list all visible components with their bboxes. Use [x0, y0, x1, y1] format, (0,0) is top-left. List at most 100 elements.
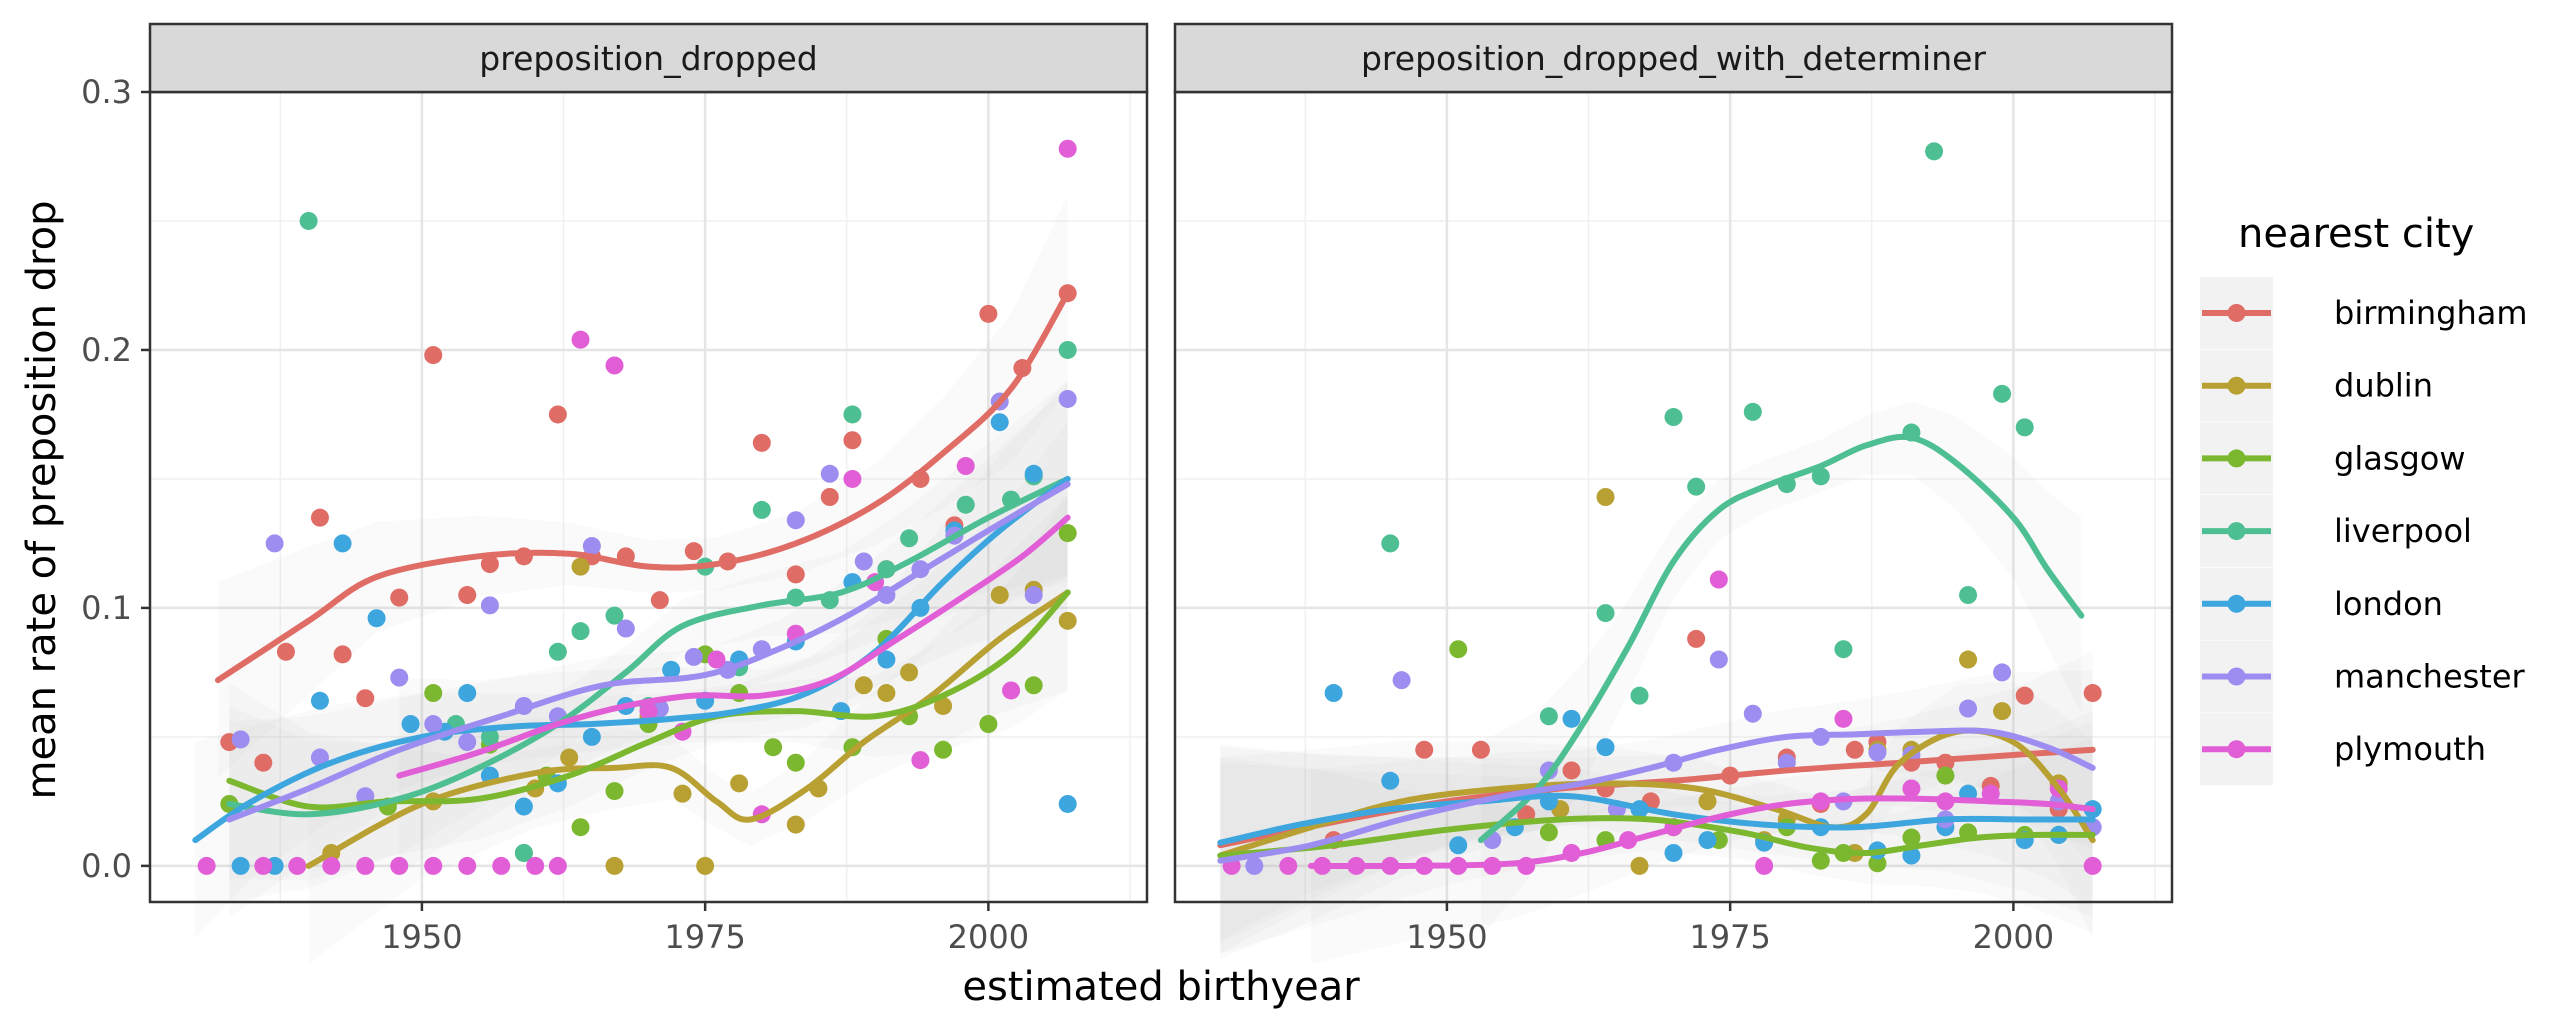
- y-axis-title: mean rate of preposition drop: [19, 201, 65, 800]
- point-glasgow: [1902, 828, 1921, 847]
- point-manchester: [684, 647, 703, 666]
- smooth-curve-london: [1217, 792, 2096, 846]
- point-plymouth: [1902, 779, 1921, 798]
- smooth-curve-birmingham: [1217, 746, 2096, 849]
- legend-label-liverpool: liverpool: [2334, 512, 2472, 550]
- point-plymouth: [197, 856, 216, 875]
- point-plymouth: [548, 856, 567, 875]
- point-manchester: [1245, 856, 1264, 875]
- point-liverpool: [843, 405, 862, 424]
- point-liverpool: [299, 211, 318, 230]
- point-london: [662, 660, 681, 679]
- point-birmingham: [786, 565, 805, 584]
- point-birmingham: [310, 508, 329, 527]
- point-glasgow: [1539, 823, 1558, 842]
- point-london: [1024, 464, 1043, 483]
- point-london: [1324, 684, 1343, 703]
- smooth-curve-plymouth: [1307, 795, 2096, 870]
- point-plymouth: [492, 856, 511, 875]
- point-liverpool: [1381, 534, 1400, 553]
- point-birmingham: [1845, 740, 1864, 759]
- point-plymouth: [911, 751, 930, 770]
- facet-strip: [1173, 22, 2174, 94]
- point-plymouth: [424, 856, 443, 875]
- point-dublin: [1993, 702, 2012, 721]
- facet-strip: [148, 22, 1149, 94]
- point-birmingham: [333, 645, 352, 664]
- point-dublin: [1058, 611, 1077, 630]
- point-london: [582, 727, 601, 746]
- legend-key-point-glasgow: [2227, 449, 2246, 468]
- point-plymouth: [1981, 784, 2000, 803]
- point-manchester: [1024, 586, 1043, 605]
- point-dublin: [673, 784, 692, 803]
- x-tick-label: 1975: [1689, 918, 1770, 956]
- x-tick-label: 1950: [381, 918, 462, 956]
- point-london: [333, 534, 352, 553]
- point-dublin: [571, 557, 590, 576]
- point-manchester: [310, 748, 329, 767]
- point-glasgow: [1058, 524, 1077, 543]
- point-manchester: [424, 715, 443, 734]
- point-plymouth: [2083, 856, 2102, 875]
- point-london: [458, 684, 477, 703]
- point-london: [1058, 794, 1077, 813]
- point-plymouth: [1002, 681, 1021, 700]
- point-manchester: [1743, 704, 1762, 723]
- point-london: [1902, 846, 1921, 865]
- smooth-curve-london: [192, 475, 1071, 844]
- point-birmingham: [548, 405, 567, 424]
- point-plymouth: [390, 856, 409, 875]
- point-plymouth: [526, 856, 545, 875]
- point-glasgow: [1024, 676, 1043, 695]
- legend-label-dublin: dublin: [2334, 367, 2433, 405]
- legend-label-plymouth: plymouth: [2334, 730, 2486, 768]
- smooth-curve-manchester: [226, 481, 1071, 823]
- point-plymouth: [322, 856, 341, 875]
- legend-key-point-plymouth: [2227, 740, 2246, 759]
- point-glasgow: [764, 738, 783, 757]
- point-birmingham: [1415, 740, 1434, 759]
- point-liverpool: [1058, 340, 1077, 359]
- point-dublin: [1630, 856, 1649, 875]
- point-manchester: [616, 619, 635, 638]
- point-plymouth: [1279, 856, 1298, 875]
- x-tick-label: 1975: [664, 918, 745, 956]
- point-london: [401, 715, 420, 734]
- legend-key-point-manchester: [2227, 667, 2246, 686]
- point-dublin: [605, 856, 624, 875]
- point-dublin: [1698, 792, 1717, 811]
- point-manchester: [1868, 743, 1887, 762]
- point-birmingham: [254, 753, 273, 772]
- point-plymouth: [571, 330, 590, 349]
- point-dublin: [934, 696, 953, 715]
- point-glasgow: [786, 753, 805, 772]
- point-manchester: [820, 464, 839, 483]
- x-tick-label: 2000: [1973, 918, 2054, 956]
- point-plymouth: [356, 856, 375, 875]
- point-liverpool: [605, 606, 624, 625]
- point-dublin: [900, 663, 919, 682]
- confidence-band-liverpool: [229, 380, 1068, 902]
- smooth-curve-dublin: [305, 589, 1071, 869]
- point-manchester: [582, 537, 601, 556]
- point-london: [310, 691, 329, 710]
- point-dublin: [1596, 488, 1615, 506]
- point-liverpool: [480, 727, 499, 746]
- y-tick-label: 0.3: [81, 73, 132, 111]
- point-plymouth: [1058, 139, 1077, 158]
- point-london: [1562, 709, 1581, 728]
- point-plymouth: [1709, 570, 1728, 589]
- point-manchester: [1959, 699, 1978, 718]
- legend: nearest city birmingham dublin glasgow liver…: [2200, 211, 2528, 786]
- point-plymouth: [956, 457, 975, 476]
- point-manchester: [480, 596, 499, 615]
- point-liverpool: [752, 500, 771, 519]
- point-liverpool: [571, 622, 590, 641]
- facet-strips: preposition_dropped preposition_dropped_w…: [148, 22, 2174, 94]
- point-manchester: [1392, 671, 1411, 690]
- axes: 1950 1975 2000 0.0 0.1 0.2 0.3 1950 1975 2000: [81, 73, 2054, 956]
- point-manchester: [1993, 663, 2012, 682]
- point-manchester: [458, 733, 477, 752]
